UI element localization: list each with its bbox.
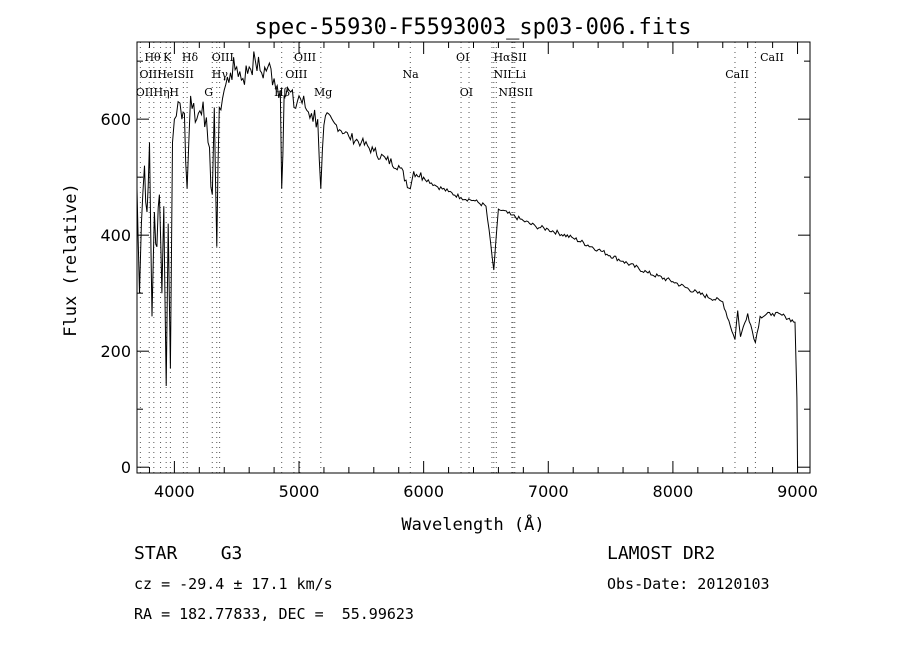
line-label: OIIHeISII [139,68,193,81]
x-tick-label: 6000 [403,482,444,501]
coordinates: RA = 182.77833, DEC = 55.99623 [134,605,414,623]
y-tick-label: 0 [121,458,131,477]
spectrum-line [136,51,799,468]
line-label: OIII [294,51,316,64]
line-label: G [204,86,213,99]
x-tick-label: 7000 [528,482,569,501]
line-label: Hθ [144,51,161,64]
line-label: Hδ [182,51,199,64]
redshift-cz: cz = -29.4 ± 17.1 km/s [134,575,333,593]
line-label: Na [402,68,419,81]
line-label: CaII [725,68,749,81]
line-label: CaII [760,51,784,64]
y-tick-label: 400 [100,226,131,245]
line-label: Hγ [212,68,229,81]
line-label: HαSII [493,51,526,64]
chart-title: spec-55930-F5593003_sp03-006.fits [254,15,691,40]
line-label: NIISII [498,86,533,99]
line-label: Hβ [274,86,290,99]
object-class: STAR G3 [134,543,242,564]
x-tick-label: 8000 [653,482,694,501]
x-tick-label: 4000 [154,482,195,501]
line-label: OIIHη [136,86,170,99]
line-label: OI [460,86,473,99]
line-label: NII Li [493,68,526,81]
line-markers [139,42,756,473]
line-label: Mg [314,86,332,99]
x-tick-label: 5000 [279,482,320,501]
obs-date: Obs-Date: 20120103 [607,575,770,593]
survey-name: LAMOST DR2 [607,543,715,564]
line-label: OIII [285,68,307,81]
line-labels: Hθ K Hδ OIII OIII OI HαSII CaII OIIHeISII Hγ OIII N… [136,51,784,99]
axis-ticks: 4000 5000 6000 7000 8000 9000 0 200 400 600 [100,42,818,501]
line-label: OI [456,51,469,64]
plot-frame [136,41,811,474]
y-tick-label: 600 [100,110,131,129]
y-axis-label: Flux (relative) [61,183,81,337]
line-label: OIII [212,51,234,64]
line-label: H [169,86,179,99]
x-tick-label: 9000 [777,482,818,501]
x-axis-label: Wavelength (Å) [401,513,544,535]
line-label: K [163,51,172,64]
y-tick-label: 200 [100,342,131,361]
